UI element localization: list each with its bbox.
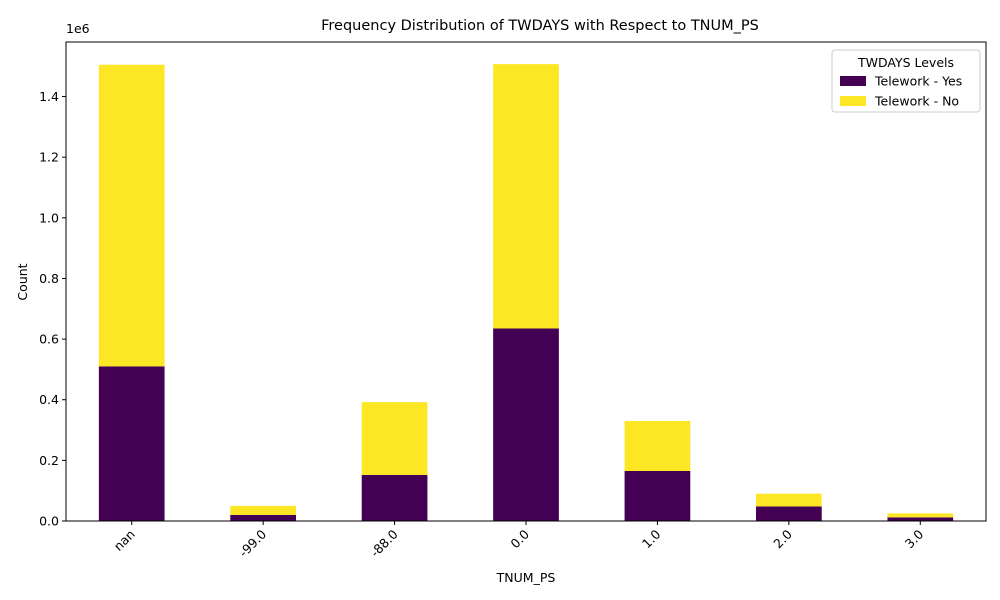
y-tick-label: 1.4: [39, 89, 59, 104]
y-axis-label: Count: [15, 263, 30, 300]
legend-label: Telework - Yes: [874, 74, 962, 89]
y-tick-label: 0.6: [39, 332, 59, 347]
x-axis: nan -99.0 -88.0 0.0 1.0 2.0 3.0: [111, 521, 927, 560]
legend-box: [831, 49, 981, 113]
bar-yes-2: [361, 474, 428, 521]
y-offset-label: 1e6: [66, 21, 90, 36]
legend-title: TWDAYS Levels: [857, 55, 954, 70]
bar-yes-0: [98, 366, 165, 521]
y-axis: 0.0 0.2 0.4 0.6 0.8 1.0 1.2 1.4: [39, 89, 66, 529]
bar-yes-4: [624, 470, 691, 521]
bar-no-0: [98, 64, 165, 367]
legend-label: Telework - No: [874, 94, 959, 109]
y-tick-label: 0.2: [39, 453, 59, 468]
x-tick-label: nan: [111, 527, 138, 554]
y-tick-label: 0.0: [39, 514, 59, 529]
legend: TWDAYS Levels Telework - Yes Telework - N…: [831, 49, 981, 113]
x-axis-label: TNUM_PS: [496, 570, 556, 585]
bar-yes-1: [230, 514, 296, 521]
legend-swatch: [840, 76, 866, 86]
x-tick-label: -88.0: [367, 526, 401, 560]
legend-swatch: [840, 96, 866, 106]
y-tick-label: 0.8: [39, 271, 59, 286]
bar-yes-5: [756, 506, 822, 521]
chart-title: Frequency Distribution of TWDAYS with Re…: [321, 18, 759, 34]
bar-no-3: [493, 64, 559, 329]
x-tick-label: 0.0: [507, 526, 532, 551]
y-tick-label: 1.0: [39, 210, 59, 225]
bar-no-5: [756, 493, 822, 507]
bar-no-6: [887, 513, 954, 518]
x-tick-label: 3.0: [902, 526, 927, 551]
y-tick-label: 0.4: [39, 392, 59, 407]
x-tick-label: 1.0: [639, 526, 664, 551]
bar-yes-6: [887, 517, 954, 521]
y-tick-label: 1.2: [39, 150, 59, 165]
x-tick-label: 2.0: [770, 526, 795, 551]
bar-no-2: [361, 402, 428, 475]
bar-yes-3: [493, 328, 559, 521]
bars-layer: [98, 64, 954, 521]
x-tick-label: -99.0: [236, 526, 270, 560]
bar-no-4: [624, 420, 691, 471]
bar-no-1: [230, 505, 296, 515]
